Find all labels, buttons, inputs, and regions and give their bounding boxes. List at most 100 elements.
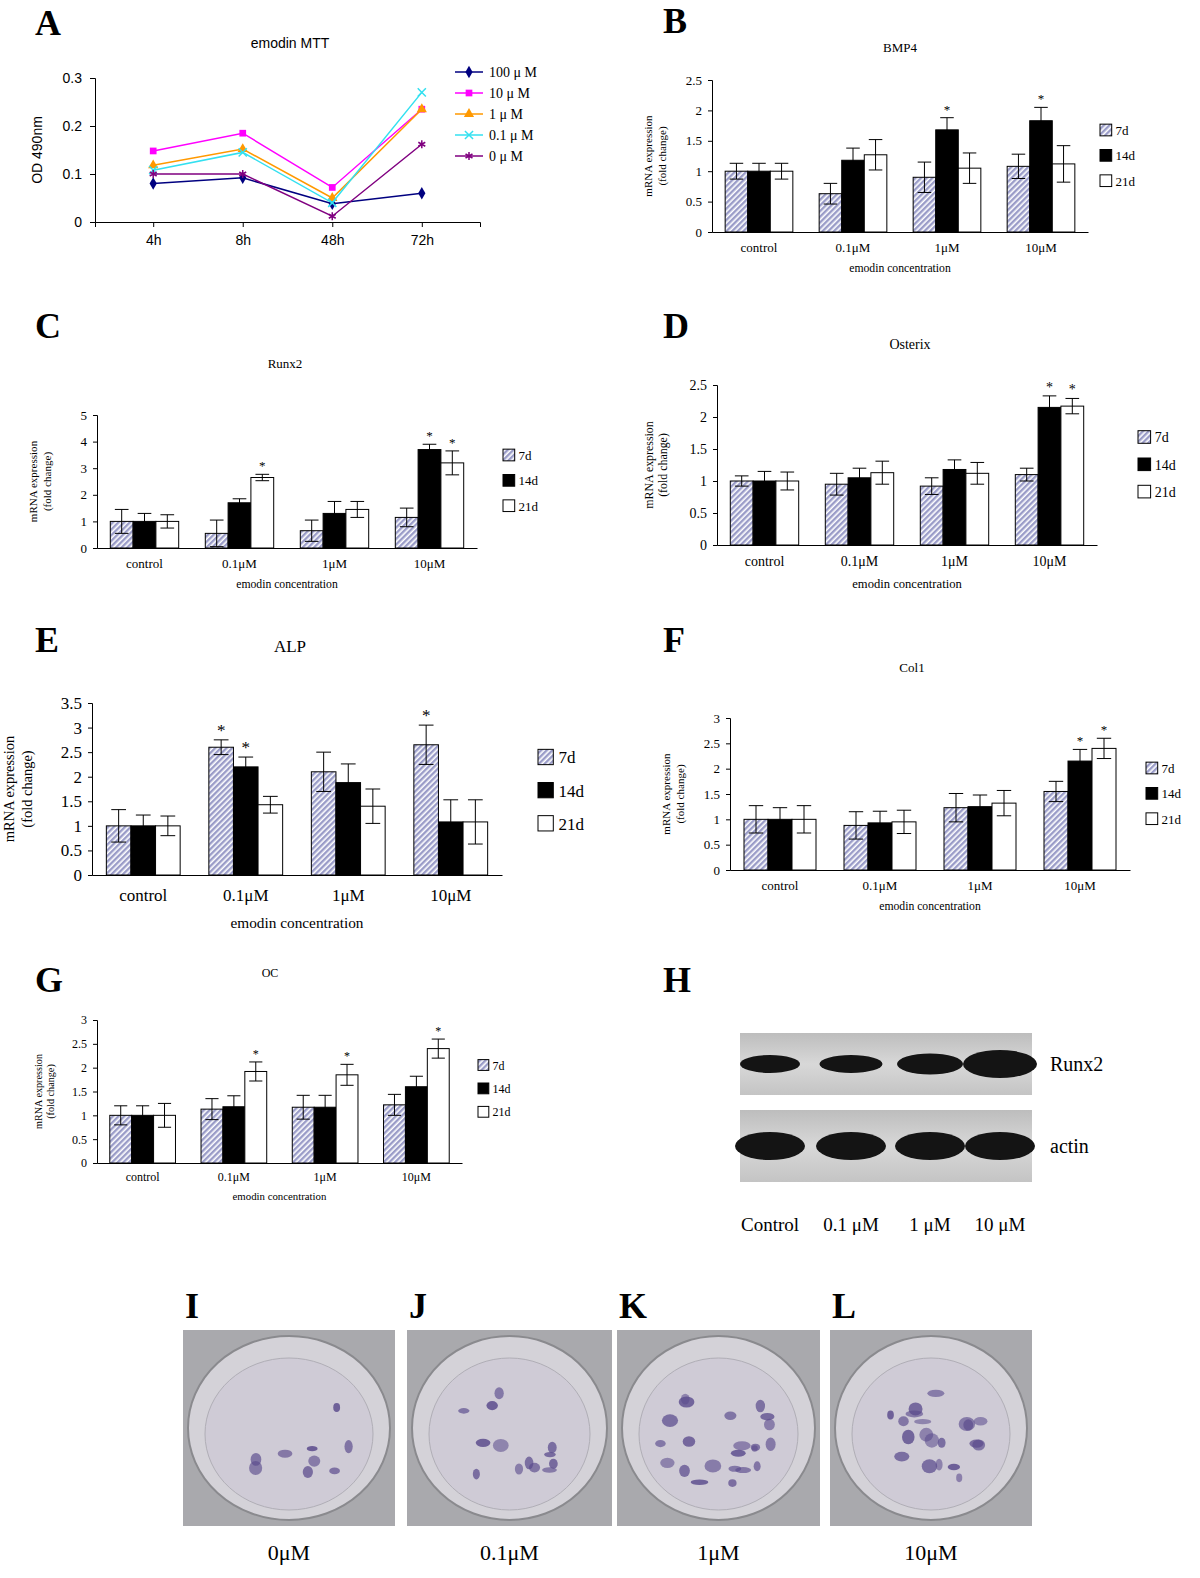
bar: [1061, 406, 1084, 545]
dish-base: [429, 1358, 590, 1510]
tick-mark: [713, 545, 717, 546]
tick: 2: [700, 410, 717, 425]
tick-label: 10μM: [1064, 878, 1096, 893]
error-bar: [1043, 396, 1057, 419]
tick: 1.5: [690, 442, 718, 457]
lane-label: 0.1 μM: [823, 1214, 879, 1235]
axis-line: [713, 386, 718, 546]
tick-mark: [88, 850, 92, 851]
tick: 0: [700, 538, 717, 553]
dish-rim: [188, 1336, 390, 1520]
panel-letter: I: [185, 1286, 199, 1326]
tick: 3: [81, 1013, 97, 1027]
colony: [683, 1436, 696, 1447]
tick-mark: [332, 222, 333, 227]
bar: [233, 767, 258, 875]
tick: 5: [81, 408, 98, 423]
bar-chart: EALPmRNA expression(fold change)emodin c…: [1, 620, 585, 931]
error-bar: [419, 725, 434, 764]
colony: [333, 1403, 340, 1412]
colony: [278, 1450, 293, 1458]
tick-label: 0: [74, 214, 82, 230]
tick-mark: [88, 801, 92, 802]
colony: [948, 1464, 960, 1471]
legend-label: 14d: [1162, 786, 1182, 801]
tick-label: 0: [81, 541, 88, 556]
error-bar: [238, 757, 253, 777]
plot-area: [744, 738, 1116, 870]
colony: [548, 1442, 557, 1454]
tick-mark: [93, 415, 97, 416]
error-bar: [846, 148, 860, 172]
significance-mark: *: [1077, 733, 1084, 748]
lane-label: 1 μM: [909, 1214, 950, 1235]
colony: [303, 1466, 313, 1478]
series-line: [153, 178, 422, 204]
x-axis: 4h8h48h72h: [96, 222, 481, 248]
legend-label: 100 μ M: [489, 65, 538, 80]
bar: [748, 171, 771, 232]
tick-label: 1.5: [61, 792, 82, 811]
y-axis-title: mRNA expression: [642, 421, 656, 509]
legend: 7d14d21d: [1146, 761, 1182, 827]
tick-mark: [88, 875, 92, 876]
tick-mark: [708, 80, 712, 81]
y-axis-title: mRNA expression: [1, 736, 17, 842]
error-bar: [114, 1106, 127, 1125]
y-axis-title: (fold change): [656, 433, 670, 497]
plot-area: [725, 107, 1075, 232]
dish-background: [183, 1330, 395, 1526]
tick-mark: [90, 222, 95, 223]
tick-mark: [713, 449, 717, 450]
tick: control: [745, 545, 785, 569]
legend-label: 7d: [558, 748, 576, 767]
blot: HRunx2actinControl0.1 μM1 μM10 μM: [663, 960, 1103, 1235]
legend-label: 21d: [558, 815, 584, 834]
tick: 2: [74, 768, 93, 787]
dish-label: 0.1μM: [480, 1540, 539, 1565]
tick: 1μM: [941, 545, 969, 569]
tick-label: 1.5: [690, 442, 708, 457]
error-bar: [973, 795, 987, 818]
colony: [486, 1401, 497, 1410]
tick: 2: [81, 487, 98, 502]
tick: 2.5: [704, 736, 730, 751]
tick-label: 1: [74, 817, 83, 836]
legend-label: 7d: [492, 1059, 504, 1073]
colony: [329, 1468, 340, 1475]
chart-title: emodin MTT: [251, 35, 330, 51]
tick-label: 2: [81, 1061, 87, 1075]
significance-mark: *: [449, 435, 456, 450]
legend: 7d14d21d: [503, 448, 539, 514]
dish-rim: [835, 1336, 1027, 1520]
tick-label: 5: [81, 408, 88, 423]
dish-label: 0μM: [268, 1540, 310, 1565]
point: [150, 177, 157, 189]
legend-label: 14d: [558, 782, 584, 801]
dish-background: [830, 1330, 1032, 1526]
tick-label: 0: [81, 1156, 87, 1170]
tick-label: 0.5: [686, 194, 702, 209]
chart-title: Runx2: [268, 356, 303, 371]
tick: 3.5: [61, 694, 92, 713]
tick-mark: [93, 468, 97, 469]
tick: 1μM: [314, 1163, 337, 1184]
legend-swatch: [478, 1083, 489, 1094]
significance-mark: *: [1046, 380, 1053, 395]
axis-line: [98, 1163, 463, 1164]
legend: 7d14d21d: [478, 1059, 510, 1120]
legend-swatch: [1146, 788, 1158, 800]
tick-mark: [708, 110, 712, 111]
error-bar: [319, 1095, 332, 1119]
colony: [515, 1463, 523, 1474]
tick-label: 3: [714, 711, 721, 726]
legend-swatch: [538, 816, 553, 831]
line-chart: Aemodin MTTOD 490nm00.10.20.34h8h48h72h1…: [29, 3, 538, 248]
x-axis-title: emodin concentration: [231, 914, 364, 931]
tick: 2: [81, 1061, 97, 1075]
dishes: I0μMJ0.1μMK1μML10μM: [183, 1286, 1032, 1565]
tick-label: 10μM: [430, 886, 471, 905]
tick-mark: [93, 1068, 97, 1069]
error-bar: [160, 515, 174, 528]
tick-mark: [726, 819, 730, 820]
